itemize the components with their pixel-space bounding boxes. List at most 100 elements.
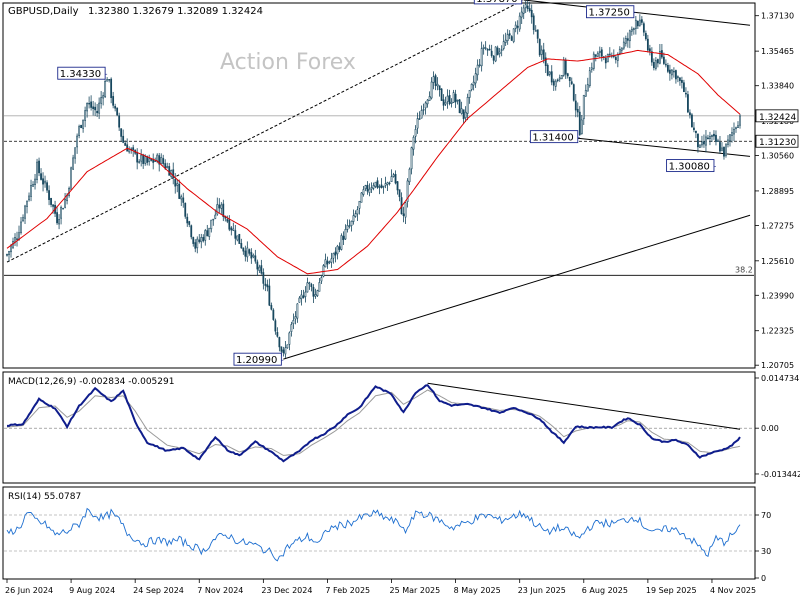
candle-body (348, 225, 351, 227)
candle-body (248, 249, 251, 254)
candle-body (388, 182, 391, 185)
candle-body (64, 199, 66, 208)
candle-body (338, 246, 341, 250)
price-callout-box (529, 130, 579, 144)
candle-body (292, 319, 295, 324)
candle-body (420, 110, 423, 119)
candle-body (124, 142, 127, 146)
candle-body (424, 102, 427, 109)
support-level-badge (755, 134, 799, 148)
candle-body (82, 119, 85, 129)
candle-body (735, 127, 737, 129)
price-axis-label: 1.23990 (761, 291, 794, 300)
candle-body (492, 55, 495, 61)
moving-average-line (6, 49, 741, 275)
candle-body (240, 243, 243, 249)
candle-body (136, 152, 139, 163)
candle-body (382, 185, 385, 188)
candle-body (226, 219, 229, 222)
candle-body (496, 47, 499, 56)
candle-body (372, 185, 375, 189)
candle-body (92, 106, 95, 110)
candle-body (376, 180, 379, 188)
candle-body (644, 33, 647, 40)
candle-body (344, 229, 347, 240)
candle-body (8, 251, 10, 256)
candle-body (667, 64, 669, 72)
candle-body (544, 57, 547, 67)
rsi-title: RSI(14) 55.0787 (8, 492, 81, 502)
candle-body (695, 130, 697, 133)
candle-body (436, 83, 439, 87)
x-axis-label: 23 Dec 2024 (261, 586, 312, 595)
candle-body (22, 217, 24, 221)
candle-body (172, 169, 175, 179)
candle-body (280, 346, 283, 352)
candle-body (272, 309, 275, 320)
candle-body (196, 238, 199, 249)
candle-body (70, 167, 72, 190)
candle-body (288, 332, 291, 345)
candle-body (402, 213, 405, 217)
candle-body (204, 230, 207, 241)
candle-body (356, 209, 359, 215)
candle-body (476, 64, 479, 76)
candle-body (628, 30, 631, 42)
candle-body (468, 89, 471, 98)
price-axis-label: 1.37130 (761, 12, 794, 21)
candle-body (526, 5, 529, 9)
candle-body (192, 237, 195, 244)
candle-body (470, 84, 473, 90)
price-callout-box (57, 66, 106, 80)
candle-body (608, 53, 611, 56)
candle-body (498, 51, 501, 55)
candle-body (444, 102, 447, 105)
candle-body (334, 251, 337, 256)
candle-body (26, 200, 28, 207)
candle-body (180, 196, 183, 200)
rsi-axis-label: 30 (761, 547, 771, 556)
candle-body (654, 60, 657, 69)
candle-body (518, 15, 521, 30)
candle-body (52, 204, 54, 207)
candle-body (709, 136, 711, 139)
candle-body (310, 284, 313, 288)
candle-body (675, 70, 677, 80)
upper-channel-line (523, 0, 751, 26)
candle-body (452, 92, 455, 103)
candle-body (220, 204, 223, 209)
candle-body (102, 95, 105, 99)
candle-body (190, 225, 193, 238)
candle-body (34, 178, 36, 186)
candle-body (689, 112, 691, 116)
candle-body (296, 303, 299, 319)
candle-body (182, 197, 185, 203)
x-axis-label: 6 Aug 2025 (582, 586, 628, 595)
price-axis-label: 1.30560 (761, 151, 794, 160)
candle-body (576, 108, 579, 113)
candle-body (270, 305, 273, 310)
candle-body (320, 277, 323, 282)
candle-body (346, 225, 349, 230)
candle-body (30, 185, 32, 197)
candle-body (206, 230, 209, 237)
candle-body (673, 70, 675, 73)
candle-body (512, 28, 515, 42)
candle-body (178, 183, 181, 199)
candle-body (482, 46, 485, 49)
candle-body (448, 95, 451, 104)
candle-body (410, 147, 413, 170)
candle-body (142, 154, 145, 164)
candle-body (590, 67, 593, 70)
candle-body (42, 178, 44, 185)
candle-body (72, 157, 74, 170)
candle-body (108, 79, 111, 81)
candle-body (717, 140, 719, 142)
x-axis-label: 9 Aug 2024 (69, 586, 115, 595)
candle-body (669, 69, 671, 74)
candle-body (90, 101, 93, 108)
candle-body (687, 94, 689, 113)
candle-body (188, 221, 191, 225)
candle-body (166, 166, 169, 169)
candle-body (474, 73, 477, 84)
